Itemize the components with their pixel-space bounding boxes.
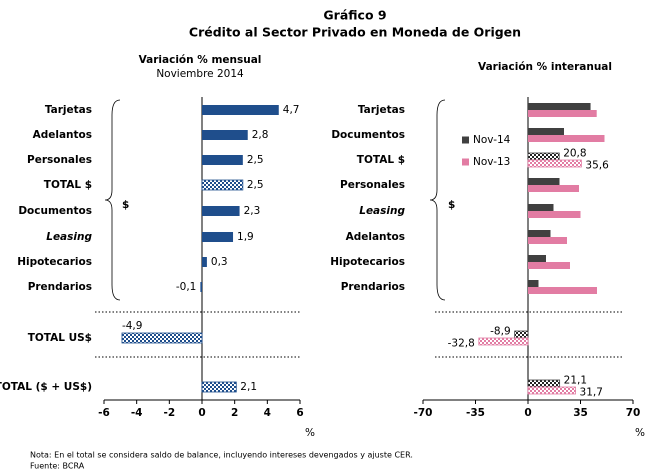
category-label: TOTAL ($ + US$) — [0, 381, 92, 393]
bar — [527, 159, 582, 168]
category-label: Leasing — [46, 231, 92, 243]
x-axis-label: % — [635, 427, 645, 439]
bar — [528, 178, 560, 185]
category-label: Tarjetas — [358, 104, 405, 116]
x-tick-label: 6 — [296, 407, 303, 419]
bar — [528, 204, 554, 211]
category-label: TOTAL US$ — [28, 332, 92, 344]
value-label: 20,8 — [563, 148, 586, 160]
category-label: Prendarios — [341, 281, 405, 293]
bar — [528, 237, 567, 244]
value-label: 2,5 — [247, 179, 264, 191]
category-label: TOTAL $ — [44, 179, 92, 191]
value-label: 1,9 — [237, 231, 254, 243]
source: Fuente: BCRA — [30, 462, 85, 470]
x-tick-label: -70 — [414, 407, 433, 419]
bar — [528, 103, 591, 110]
x-tick-label: 0 — [198, 407, 205, 419]
x-tick-label: 4 — [264, 407, 271, 419]
category-label: Documentos — [18, 205, 92, 217]
x-tick-label: -35 — [466, 407, 485, 419]
value-label: -32,8 — [448, 338, 475, 350]
bar — [202, 105, 279, 115]
bar — [528, 230, 551, 237]
bar — [202, 206, 240, 216]
x-tick-label: -2 — [163, 407, 175, 419]
bar — [202, 257, 207, 267]
brace — [104, 99, 121, 301]
bar — [528, 255, 546, 262]
panel-title: Variación % mensual — [139, 54, 262, 66]
x-tick-label: 2 — [231, 407, 238, 419]
value-label: -4,9 — [122, 320, 143, 332]
category-label: Adelantos — [346, 231, 405, 243]
bar — [528, 280, 539, 287]
value-label: 2,5 — [247, 154, 264, 166]
x-tick-label: 35 — [573, 407, 588, 419]
category-label: Tarjetas — [45, 104, 92, 116]
legend-swatch — [462, 158, 469, 166]
category-label: TOTAL $ — [357, 154, 405, 166]
bar — [202, 232, 234, 242]
bar — [202, 155, 243, 165]
category-label: Adelantos — [33, 129, 92, 141]
x-tick-label: 70 — [626, 407, 641, 419]
bar — [200, 282, 202, 292]
chart-subtitle: Crédito al Sector Privado en Moneda de O… — [189, 25, 521, 40]
category-label: Leasing — [359, 205, 405, 217]
bar — [527, 152, 560, 161]
legend-label: Nov-14 — [473, 134, 511, 146]
category-label: Documentos — [331, 129, 405, 141]
category-label: Hipotecarios — [330, 256, 405, 268]
bar — [528, 110, 597, 117]
value-label: 4,7 — [283, 104, 300, 116]
value-label: 21,1 — [564, 375, 587, 387]
bar — [528, 185, 579, 192]
x-tick-label: 0 — [524, 407, 531, 419]
value-label: -0,1 — [176, 281, 197, 293]
panel-title: Variación % interanual — [478, 61, 612, 73]
value-label: 31,7 — [580, 387, 603, 399]
bar — [528, 128, 564, 135]
bar — [528, 135, 605, 142]
bracket-label: $ — [122, 199, 129, 211]
x-tick-label: -6 — [98, 407, 110, 419]
bracket-label: $ — [448, 199, 455, 211]
chart-title: Gráfico 9 — [323, 8, 386, 23]
brace — [429, 99, 446, 301]
value-label: 2,8 — [252, 129, 269, 141]
note: Nota: En el total se considera saldo de … — [30, 451, 413, 460]
value-label: -8,9 — [490, 326, 511, 338]
bar — [202, 130, 248, 140]
value-label: 35,6 — [585, 160, 609, 172]
bar — [201, 381, 237, 393]
bar — [478, 337, 529, 346]
category-label: Hipotecarios — [17, 256, 92, 268]
x-tick-label: -4 — [131, 407, 143, 419]
category-label: Personales — [27, 154, 92, 166]
bar — [528, 262, 570, 269]
bar — [201, 179, 244, 191]
bar — [528, 211, 581, 218]
legend-label: Nov-13 — [473, 156, 510, 168]
bar — [527, 386, 576, 395]
panel-subtitle: Noviembre 2014 — [156, 68, 244, 80]
bar — [527, 379, 561, 388]
value-label: 2,3 — [244, 205, 261, 217]
bar — [528, 287, 597, 294]
bar — [514, 330, 529, 339]
bar — [121, 332, 203, 344]
x-axis-label: % — [305, 427, 315, 439]
category-label: Personales — [340, 179, 405, 191]
value-label: 2,1 — [240, 381, 257, 393]
category-label: Prendarios — [28, 281, 92, 293]
legend-swatch — [462, 136, 469, 144]
value-label: 0,3 — [211, 256, 228, 268]
